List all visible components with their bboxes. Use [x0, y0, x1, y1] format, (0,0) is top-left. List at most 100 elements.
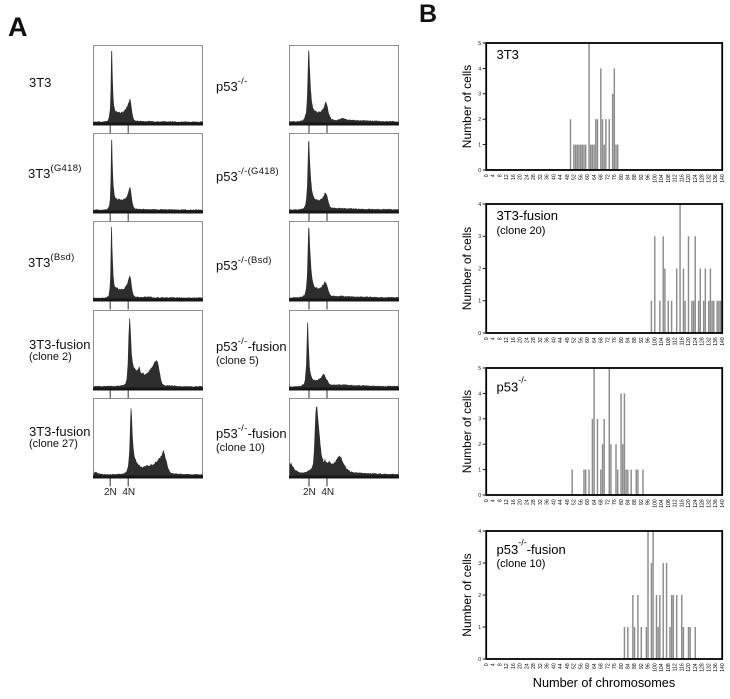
svg-text:76: 76 [612, 499, 618, 505]
svg-text:56: 56 [578, 337, 584, 343]
svg-text:4: 4 [478, 202, 481, 208]
svg-text:0: 0 [484, 663, 490, 666]
svg-text:132: 132 [706, 663, 712, 672]
svg-text:100: 100 [652, 663, 658, 672]
svg-text:48: 48 [565, 663, 571, 669]
svg-text:48: 48 [565, 337, 571, 343]
svg-text:24: 24 [524, 663, 530, 669]
svg-text:0: 0 [484, 499, 490, 502]
svg-text:140: 140 [720, 337, 726, 346]
svg-text:96: 96 [646, 663, 652, 669]
svg-text:Number of cells: Number of cells [460, 390, 474, 473]
svg-text:60: 60 [585, 663, 591, 669]
svg-text:p53-/-: p53-/- [497, 375, 527, 395]
svg-text:52: 52 [572, 174, 578, 180]
svg-text:48: 48 [565, 499, 571, 505]
svg-text:140: 140 [720, 663, 726, 672]
svg-text:44: 44 [558, 499, 564, 505]
svg-text:5: 5 [478, 41, 481, 47]
svg-text:32: 32 [538, 174, 544, 180]
svg-text:64: 64 [592, 174, 598, 180]
svg-text:92: 92 [639, 337, 645, 343]
svg-text:92: 92 [639, 499, 645, 505]
svg-text:64: 64 [592, 499, 598, 505]
svg-text:0: 0 [484, 337, 490, 340]
svg-text:3: 3 [478, 234, 481, 240]
svg-text:92: 92 [639, 174, 645, 180]
svg-text:24: 24 [524, 174, 530, 180]
svg-text:36: 36 [545, 499, 551, 505]
svg-text:120: 120 [686, 499, 692, 508]
svg-text:56: 56 [578, 174, 584, 180]
svg-text:136: 136 [713, 174, 719, 183]
svg-text:40: 40 [551, 174, 557, 180]
svg-text:28: 28 [531, 337, 537, 343]
svg-text:68: 68 [599, 499, 605, 505]
svg-text:52: 52 [572, 663, 578, 669]
svg-text:1: 1 [478, 468, 481, 474]
svg-text:80: 80 [619, 174, 625, 180]
svg-text:116: 116 [679, 337, 685, 345]
svg-text:4: 4 [478, 529, 481, 535]
svg-text:0: 0 [484, 174, 490, 177]
svg-text:8: 8 [497, 337, 503, 340]
svg-text:128: 128 [700, 499, 706, 508]
svg-text:p53-/--fusion: p53-/--fusion [497, 538, 566, 558]
svg-text:104: 104 [659, 337, 665, 346]
svg-text:12: 12 [504, 337, 510, 343]
svg-text:88: 88 [632, 663, 638, 669]
svg-text:8: 8 [497, 663, 503, 666]
svg-text:68: 68 [599, 337, 605, 343]
svg-text:84: 84 [626, 174, 632, 180]
svg-text:136: 136 [713, 663, 719, 672]
svg-text:16: 16 [511, 663, 517, 669]
svg-text:104: 104 [659, 174, 665, 183]
svg-text:24: 24 [524, 499, 530, 505]
svg-text:36: 36 [545, 337, 551, 343]
svg-text:76: 76 [612, 174, 618, 180]
svg-text:32: 32 [538, 499, 544, 505]
svg-text:12: 12 [504, 499, 510, 505]
svg-text:76: 76 [612, 663, 618, 669]
svg-text:132: 132 [706, 337, 712, 346]
svg-text:2: 2 [478, 266, 481, 272]
svg-text:1: 1 [478, 143, 481, 149]
svg-text:44: 44 [558, 337, 564, 343]
svg-text:96: 96 [646, 337, 652, 343]
svg-text:136: 136 [713, 499, 719, 508]
svg-text:4: 4 [491, 499, 497, 502]
svg-text:72: 72 [605, 499, 611, 505]
svg-text:88: 88 [632, 499, 638, 505]
svg-text:3: 3 [478, 417, 481, 423]
svg-text:112: 112 [673, 663, 679, 671]
svg-text:32: 32 [538, 663, 544, 669]
svg-text:124: 124 [693, 337, 699, 346]
svg-text:80: 80 [619, 337, 625, 343]
svg-text:108: 108 [666, 337, 672, 346]
svg-text:3T3-fusion: 3T3-fusion [497, 208, 558, 223]
svg-text:64: 64 [592, 337, 598, 343]
svg-text:136: 136 [713, 337, 719, 346]
svg-text:124: 124 [693, 174, 699, 183]
svg-text:0: 0 [478, 331, 481, 337]
svg-text:36: 36 [545, 663, 551, 669]
svg-text:28: 28 [531, 663, 537, 669]
svg-text:120: 120 [686, 337, 692, 346]
svg-text:2: 2 [478, 117, 481, 123]
svg-text:124: 124 [693, 499, 699, 508]
svg-text:4: 4 [491, 663, 497, 666]
svg-text:28: 28 [531, 174, 537, 180]
svg-text:0: 0 [478, 168, 481, 174]
svg-text:52: 52 [572, 499, 578, 505]
svg-text:116: 116 [679, 499, 685, 507]
svg-text:88: 88 [632, 174, 638, 180]
svg-text:140: 140 [720, 499, 726, 508]
svg-text:140: 140 [720, 174, 726, 183]
svg-text:60: 60 [585, 337, 591, 343]
svg-text:56: 56 [578, 663, 584, 669]
svg-text:20: 20 [518, 499, 524, 505]
svg-text:116: 116 [679, 663, 685, 671]
svg-text:Number of cells: Number of cells [460, 227, 474, 310]
svg-text:3T3: 3T3 [497, 47, 519, 62]
svg-text:96: 96 [646, 174, 652, 180]
